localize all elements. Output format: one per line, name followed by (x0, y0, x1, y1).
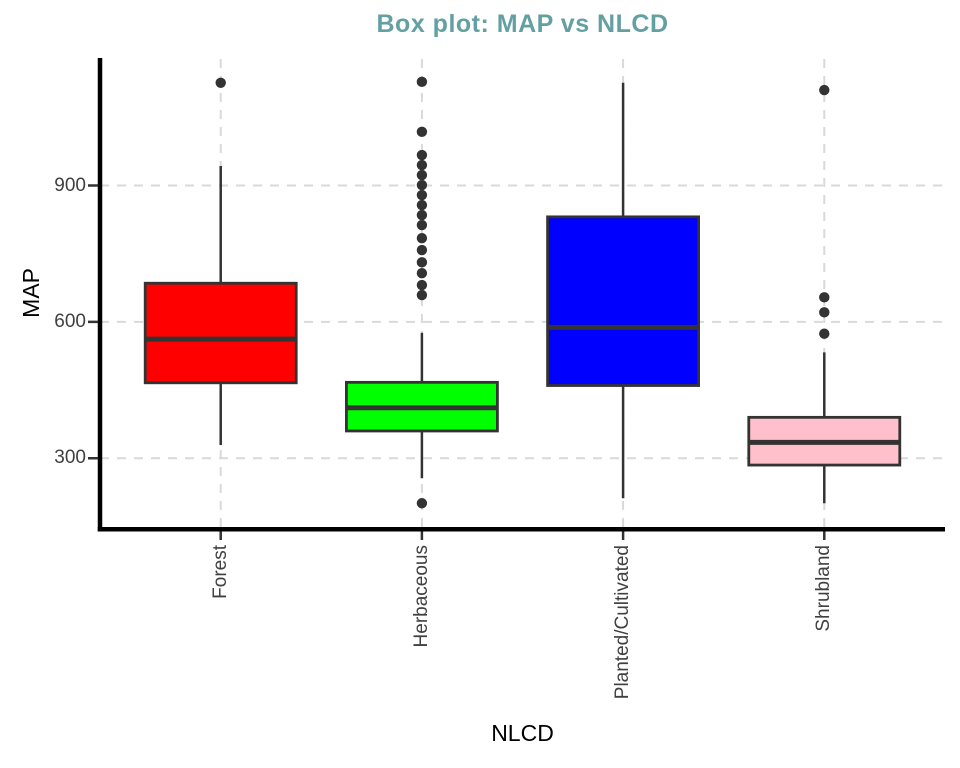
x-axis-title: NLCD (491, 720, 554, 746)
outlier-point-herbaceous (416, 159, 428, 171)
x-category-label-text: Shrubland (813, 545, 835, 632)
x-category-label-text: Herbaceous (410, 545, 432, 648)
y-tick-label-300: 300 (54, 447, 86, 469)
y-tick-label-600: 600 (54, 310, 86, 332)
outlier-point-herbaceous (416, 76, 428, 88)
chart-title: Box plot: MAP vs NLCD (376, 10, 669, 38)
x-category-label-shrubland: Shrubland (812, 545, 836, 730)
outlier-point-herbaceous (416, 179, 428, 191)
outlier-point-herbaceous (416, 219, 428, 231)
y-axis-title: MAP (16, 230, 46, 356)
y-axis-title-text: MAP (17, 268, 44, 318)
x-category-label-text: Forest (209, 545, 231, 599)
outlier-point-herbaceous (416, 257, 428, 268)
x-category-label-herbaceous: Herbaceous (410, 545, 434, 730)
outlier-point-shrubland (819, 307, 830, 318)
x-category-label-planted-cultivated: Planted/Cultivated (611, 545, 635, 730)
x-category-label-text: Planted/Cultivated (612, 545, 634, 700)
outlier-point-herbaceous (416, 209, 428, 221)
box-planted-cultivated (546, 215, 700, 387)
outlier-point-herbaceous (416, 268, 428, 279)
outlier-point-shrubland (819, 84, 830, 96)
x-category-label-forest: Forest (209, 545, 233, 730)
outlier-point-herbaceous (416, 279, 428, 291)
outlier-point-herbaceous (416, 498, 428, 509)
outlier-point-herbaceous (416, 189, 428, 201)
outlier-point-herbaceous (416, 149, 428, 161)
outlier-point-herbaceous (416, 244, 428, 256)
outlier-point-herbaceous (416, 289, 428, 301)
y-tick-label-900: 900 (54, 174, 86, 196)
outlier-point-forest (215, 77, 226, 88)
outlier-point-herbaceous (416, 169, 428, 181)
outlier-point-shrubland (819, 328, 830, 339)
outlier-point-herbaceous (416, 233, 428, 244)
outlier-point-shrubland (819, 292, 830, 303)
box-forest (143, 281, 298, 385)
outlier-point-herbaceous (416, 126, 428, 138)
outlier-point-herbaceous (416, 199, 428, 211)
